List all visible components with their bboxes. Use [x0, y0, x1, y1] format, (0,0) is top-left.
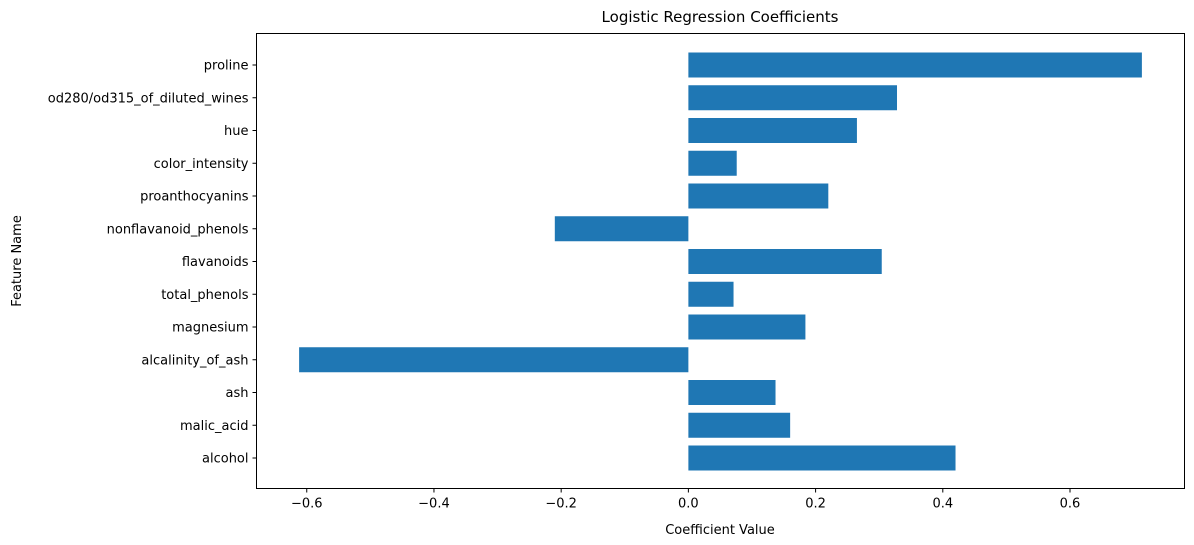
bar-od280-od315-of-diluted-wines [688, 85, 898, 111]
bar-color-intensity [688, 150, 737, 176]
y-tick-label-alcalinity-of-ash: alcalinity_of_ash [141, 353, 248, 368]
y-tick-label-hue: hue [224, 124, 248, 139]
bar-flavanoids [688, 249, 882, 274]
x-tick-label: −0.4 [418, 497, 450, 512]
y-tick-label-ash: ash [226, 386, 249, 401]
x-ticks-group: −0.6 −0.4 −0.2 0.0 0.2 0.4 0.6 [291, 488, 1081, 512]
x-tick-label: −0.2 [545, 497, 577, 512]
x-tick-label: 0.6 [1060, 497, 1081, 512]
y-tick-label-proline: proline [204, 59, 249, 74]
bar-alcalinity-of-ash [299, 347, 689, 373]
bar-ash [688, 380, 776, 405]
y-tick-label-malic-acid: malic_acid [180, 419, 248, 434]
bar-total-phenols [688, 281, 734, 307]
y-tick-label-od280-od315-of-diluted-wines: od280/od315_of_diluted_wines [48, 91, 249, 106]
y-tick-label-magnesium: magnesium [172, 321, 248, 336]
bar-alcohol [688, 445, 956, 471]
bars-group [299, 52, 1142, 471]
x-tick-label: 0.0 [678, 497, 699, 512]
x-axis-title: Coefficient Value [665, 523, 775, 538]
x-tick-label: −0.6 [291, 497, 323, 512]
bar-hue [688, 118, 857, 143]
y-ticks-group: alcohol malic_acid ash alcalinity_of_ash mag… [48, 59, 257, 467]
y-tick-label-nonflavanoid-phenols: nonflavanoid_phenols [107, 222, 249, 237]
chart-title: Logistic Regression Coefficients [602, 8, 839, 26]
y-tick-label-total-phenols: total_phenols [161, 288, 249, 303]
bar-proanthocyanins [688, 183, 829, 209]
x-tick-label: 0.2 [805, 497, 826, 512]
y-axis-title: Feature Name [10, 215, 25, 307]
bar-malic-acid [688, 412, 791, 438]
y-tick-label-color-intensity: color_intensity [154, 157, 249, 172]
y-tick-label-proanthocyanins: proanthocyanins [140, 190, 249, 205]
bar-nonflavanoid-phenols [554, 216, 689, 242]
plot-frame [256, 33, 1185, 489]
y-tick-label-alcohol: alcohol [202, 452, 248, 467]
bar-magnesium [688, 314, 806, 340]
y-tick-label-flavanoids: flavanoids [182, 255, 249, 270]
bar-proline [688, 52, 1142, 78]
x-tick-label: 0.4 [932, 497, 953, 512]
